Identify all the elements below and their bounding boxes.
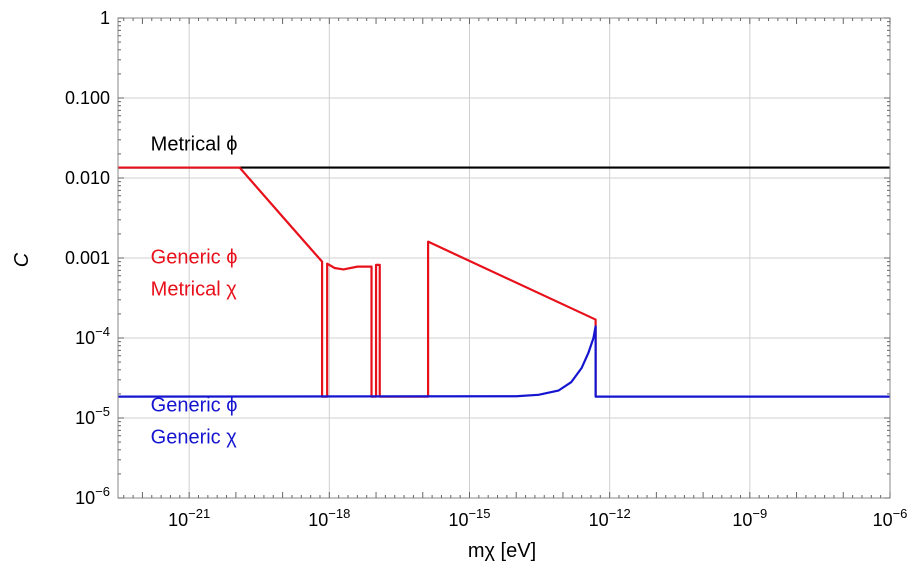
y-ticks: 10−6 10−5 10−4 0.001 0.010 0.100 1 xyxy=(65,8,110,508)
x-axis-title: mχ [eV] xyxy=(468,540,536,562)
series-layer xyxy=(117,166,890,398)
x-tick-label: 10−6 xyxy=(873,506,908,530)
x-tick-label: 10−21 xyxy=(168,506,210,530)
annotation-label: Metrical ϕ xyxy=(151,134,238,156)
y-tick-label: 10−4 xyxy=(75,324,110,348)
x-tick-label: 10−9 xyxy=(732,506,767,530)
annotations: Metrical ϕ Generic ϕ Metrical χ Generic ϕ Ge… xyxy=(151,134,238,449)
x-tick-label: 10−12 xyxy=(589,506,631,530)
grid xyxy=(118,18,890,498)
y-tick-label: 10−5 xyxy=(75,404,110,428)
annotation-label: Metrical χ xyxy=(151,279,238,301)
annotation-label: Generic ϕ xyxy=(151,395,238,417)
y-tick-label: 0.001 xyxy=(65,248,110,268)
y-tick-label: 0.100 xyxy=(65,88,110,108)
y-tick-label: 0.010 xyxy=(65,168,110,188)
plot-frame xyxy=(117,17,891,499)
x-tick-label: 10−15 xyxy=(448,506,490,530)
y-axis-title: C xyxy=(11,252,33,267)
series-line-2 xyxy=(117,325,890,398)
annotation-label: Generic χ xyxy=(151,427,238,449)
y-tick-label: 10−6 xyxy=(75,484,110,508)
y-tick-label: 1 xyxy=(100,8,110,28)
annotation-label: Generic ϕ xyxy=(151,247,238,269)
x-tick-label: 10−18 xyxy=(308,506,350,530)
x-ticks: 10−21 10−18 10−15 10−12 10−9 10−6 xyxy=(168,506,907,530)
